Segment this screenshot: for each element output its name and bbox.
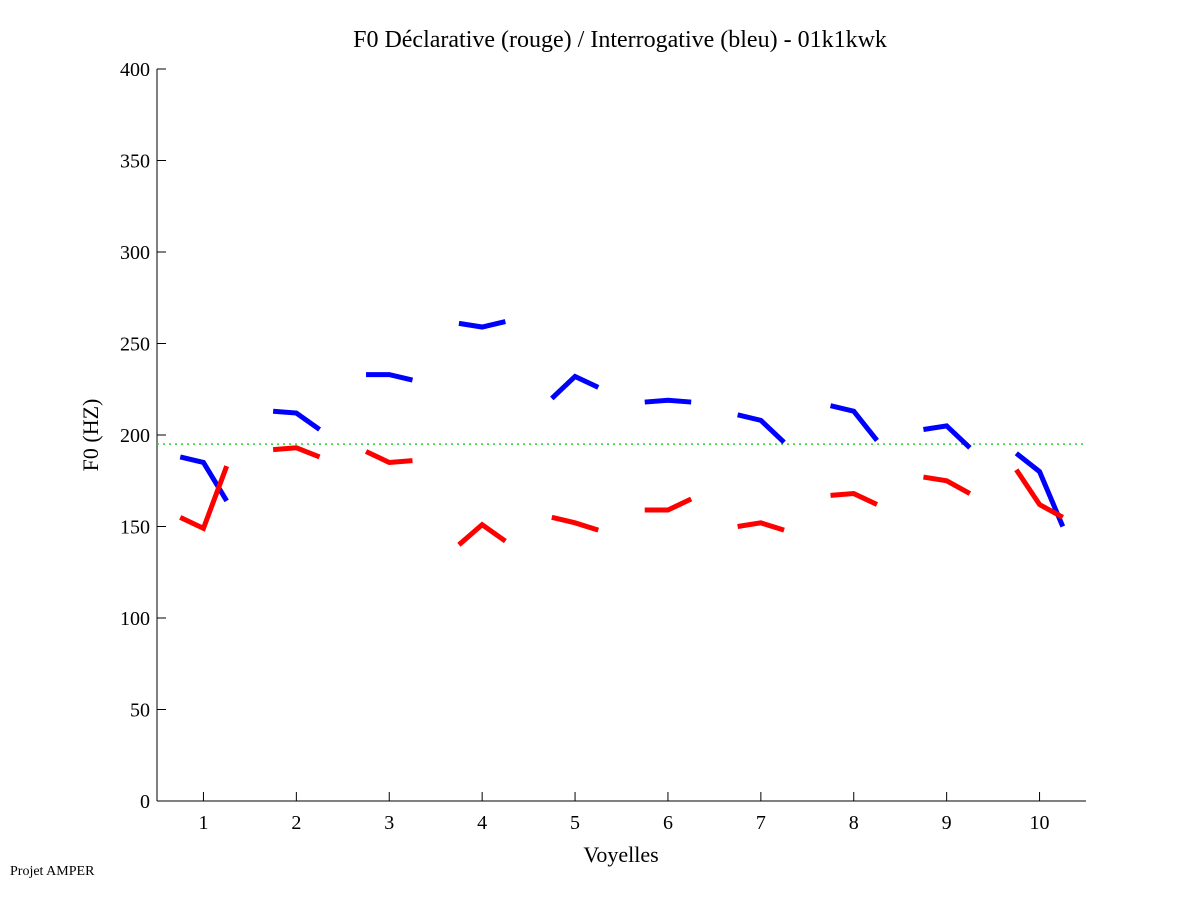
y-tick-label: 400: [120, 59, 150, 81]
declarative-segment: [830, 491, 879, 507]
chart-title: F0 Déclarative (rouge) / Interrogative (…: [353, 27, 887, 53]
declarative-segment: [644, 496, 693, 513]
x-tick-label: 10: [1030, 812, 1050, 834]
interrogative-segment: [366, 372, 414, 383]
x-axis-label: Voyelles: [583, 842, 658, 867]
x-tick-label: 8: [849, 812, 859, 834]
y-axis-label: F0 (HZ): [78, 399, 103, 472]
y-tick-label: 300: [120, 242, 150, 264]
x-tick-label: 7: [756, 812, 766, 834]
declarative-segment: [737, 520, 785, 533]
x-tick-label: 9: [942, 812, 952, 834]
interrogative-segment: [272, 408, 322, 432]
interrogative-segment: [644, 397, 692, 405]
interrogative-segment: [550, 373, 600, 401]
interrogative-segment: [923, 423, 972, 450]
interrogative-segment: [737, 412, 786, 445]
footer-credit: Projet AMPER: [10, 864, 95, 879]
declarative-segment: [457, 521, 507, 547]
y-tick-label: 200: [120, 425, 150, 447]
x-tick-label: 6: [663, 812, 673, 834]
declarative-segment: [551, 514, 600, 533]
declarative-segment: [1014, 468, 1064, 520]
x-tick-label: 2: [291, 812, 301, 834]
declarative-segment: [923, 474, 972, 496]
y-tick-label: 150: [120, 517, 150, 539]
interrogative-segment: [829, 403, 879, 443]
declarative-segment: [179, 465, 230, 532]
x-tick-label: 1: [198, 812, 208, 834]
interrogative-segment: [458, 319, 506, 330]
y-tick-label: 0: [140, 791, 150, 813]
declarative-segment: [272, 445, 321, 460]
x-tick-label: 5: [570, 812, 580, 834]
x-tick-label: 3: [384, 812, 394, 834]
y-tick-label: 100: [120, 608, 150, 630]
x-tick-label: 4: [477, 812, 487, 834]
interrogative-segment: [1014, 451, 1066, 528]
y-tick-label: 50: [130, 700, 150, 722]
declarative-segment: [364, 449, 413, 465]
y-tick-label: 350: [120, 151, 150, 173]
y-tick-label: 250: [120, 334, 150, 356]
